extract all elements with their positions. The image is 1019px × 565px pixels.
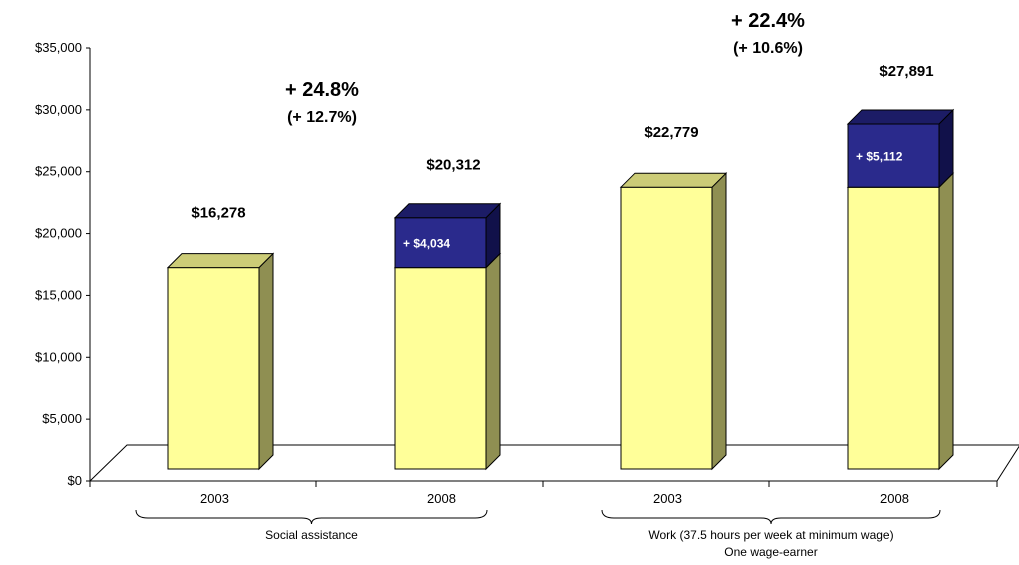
bar-increase-top: [393, 203, 502, 219]
x-tick-label: 2008: [880, 491, 909, 506]
bars: [166, 108, 955, 471]
bar-base-front: [620, 186, 713, 470]
bar-base-top: [619, 172, 728, 188]
bar-base-front: [167, 267, 260, 470]
change-pct-real: (+ 10.6%): [733, 40, 803, 57]
total-label: $27,891: [879, 63, 933, 80]
bar-base-side: [485, 252, 501, 471]
y-tick-label: $20,000: [35, 226, 82, 241]
change-pct: + 24.8%: [285, 79, 359, 101]
y-tick-label: $0: [68, 473, 82, 488]
y-tick-label: $15,000: [35, 287, 82, 302]
bar-base-front: [394, 267, 487, 470]
total-label: $22,779: [644, 124, 698, 141]
bar-base-top: [166, 253, 275, 269]
bar-base-side: [938, 171, 954, 471]
axes: $0 $5,000 $10,000 $15,000 $20,000 $25,000 $30,…: [35, 40, 1019, 488]
increase-label: + $5,112: [856, 150, 903, 164]
x-tick-label: 2003: [200, 491, 229, 506]
y-tick-label: $5,000: [42, 411, 82, 426]
x-tick-label: 2003: [653, 491, 682, 506]
change-pct: + 22.4%: [731, 10, 805, 32]
change-pct-real: (+ 12.7%): [287, 109, 357, 126]
bar-increase-front: [394, 217, 487, 269]
bar-increase-top: [846, 109, 955, 125]
y-tick-label: $10,000: [35, 349, 82, 364]
group-label: Social assistance: [265, 528, 358, 542]
labels: $16,278 2003 + $4,034 $20,312 2008 $22,779 200…: [135, 10, 941, 559]
group-label-2: One wage-earner: [724, 545, 817, 559]
bar-base-front: [847, 186, 940, 470]
increase-label: + $4,034: [403, 237, 450, 251]
group-brace: [135, 509, 488, 525]
bar-base-side: [258, 252, 274, 471]
total-label: $16,278: [191, 205, 245, 222]
y-tick-label: $35,000: [35, 40, 82, 55]
bar-increase-front: [847, 123, 940, 188]
bar-base-side: [711, 171, 727, 471]
y-tick-label: $25,000: [35, 164, 82, 179]
y-tick-label: $30,000: [35, 102, 82, 117]
group-label: Work (37.5 hours per week at minimum wag…: [648, 528, 893, 542]
total-label: $20,312: [426, 157, 480, 174]
group-brace: [601, 509, 941, 525]
x-tick-label: 2008: [427, 491, 456, 506]
